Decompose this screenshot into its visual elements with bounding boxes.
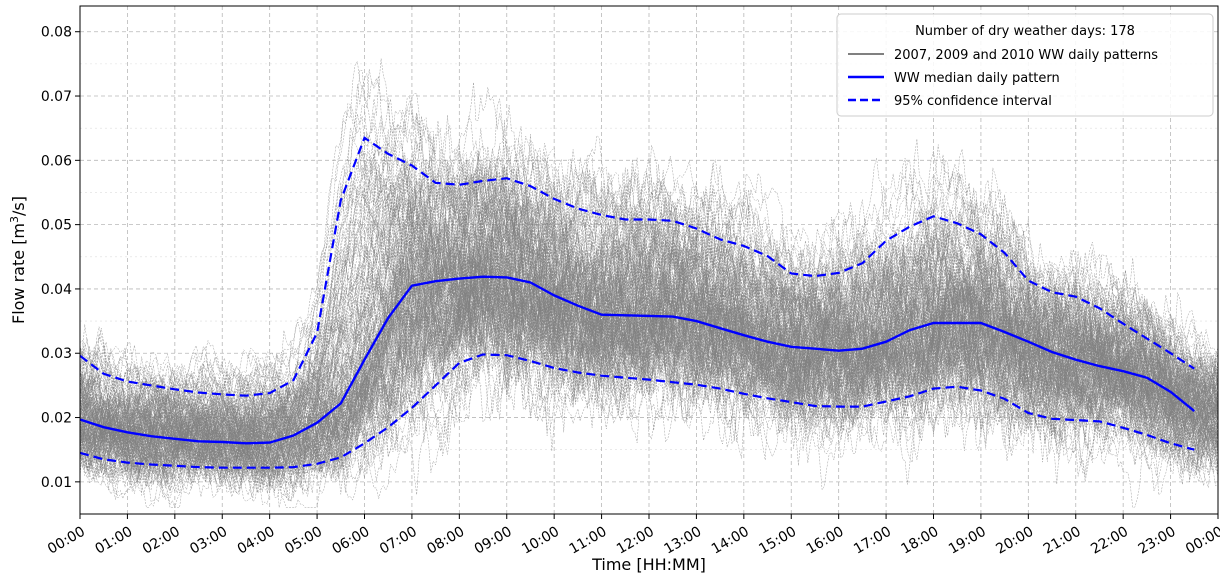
- legend-label-daily-patterns: 2007, 2009 and 2010 WW daily patterns: [894, 48, 1158, 63]
- daily-pattern-line: [79, 279, 1219, 482]
- daily-pattern-line: [79, 229, 1219, 472]
- daily-pattern-line: [79, 83, 1219, 408]
- daily-pattern-line: [79, 320, 1219, 508]
- daily-pattern-line: [79, 275, 1219, 497]
- x-tick-label: 08:00: [424, 524, 467, 558]
- legend-label-median: WW median daily pattern: [894, 71, 1060, 86]
- x-tick-label: 15:00: [756, 524, 799, 558]
- legend-box: [836, 13, 1214, 117]
- y-tick-label: 0.02: [41, 411, 72, 427]
- daily-pattern-line: [79, 228, 1219, 481]
- y-axis-label: Flow rate [m3/s]: [8, 196, 28, 324]
- daily-pattern-line: [79, 288, 1219, 503]
- daily-pattern-line: [79, 172, 1219, 444]
- x-tick-label: 11:00: [567, 524, 610, 558]
- daily-pattern-line: [79, 257, 1219, 494]
- y-axis-label-tail: /s]: [9, 196, 28, 216]
- daily-pattern-line: [79, 188, 1219, 437]
- daily-pattern-line: [79, 146, 1219, 431]
- daily-pattern-line: [79, 252, 1219, 483]
- daily-pattern-line: [79, 258, 1219, 493]
- daily-pattern-line: [79, 95, 1219, 405]
- daily-pattern-line: [79, 266, 1219, 479]
- series-lines: [79, 136, 1196, 469]
- daily-pattern-line: [80, 245, 1219, 491]
- daily-pattern-line: [79, 282, 1219, 496]
- median-line: [79, 275, 1196, 445]
- daily-pattern-line: [79, 197, 1219, 444]
- daily-pattern-line: [79, 128, 1219, 430]
- y-tick-label: 0.03: [41, 346, 72, 362]
- daily-pattern-line: [79, 228, 1219, 479]
- daily-patterns-lines: [79, 58, 1219, 508]
- x-tick-label: 07:00: [377, 524, 420, 558]
- daily-pattern-line: [79, 205, 1219, 450]
- y-axis-label-superscript: 3: [8, 216, 21, 223]
- x-tick-label: 01:00: [92, 524, 135, 558]
- x-tick-label: 14:00: [709, 524, 752, 558]
- x-tick-label: 00:00: [1183, 524, 1220, 558]
- x-tick-label: 16:00: [804, 524, 847, 558]
- daily-pattern-line: [79, 154, 1219, 453]
- daily-pattern-line: [79, 215, 1219, 467]
- daily-pattern-line: [79, 242, 1219, 477]
- daily-pattern-line: [79, 221, 1219, 461]
- daily-pattern-line: [79, 208, 1219, 459]
- x-tick-label: 21:00: [1041, 524, 1084, 558]
- daily-pattern-line: [79, 244, 1219, 470]
- daily-pattern-line: [79, 153, 1219, 434]
- x-tick-label: 17:00: [851, 524, 894, 558]
- x-tick-label: 23:00: [1136, 524, 1179, 558]
- y-tick-label: 0.08: [41, 25, 72, 41]
- x-tick-label: 10:00: [519, 524, 562, 558]
- x-tick-label: 13:00: [661, 524, 704, 558]
- daily-pattern-line: [79, 309, 1219, 506]
- x-tick-label: 22:00: [1088, 524, 1131, 558]
- y-tick-label: 0.06: [41, 153, 72, 169]
- daily-pattern-line: [79, 269, 1219, 477]
- daily-pattern-line: [79, 121, 1219, 425]
- confidence-upper-line: [79, 136, 1195, 397]
- daily-pattern-line: [79, 200, 1219, 451]
- daily-pattern-line: [79, 226, 1219, 488]
- x-tick-label: 06:00: [330, 524, 373, 558]
- daily-pattern-line: [79, 120, 1219, 423]
- y-axis-label-main: Flow rate [m: [9, 223, 28, 324]
- legend-label-confidence: 95% confidence interval: [894, 94, 1052, 109]
- y-tick-label: 0.05: [41, 218, 72, 234]
- legend-title: Number of dry weather days: 178: [915, 24, 1135, 39]
- y-tick-label: 0.07: [41, 89, 72, 105]
- x-tick-label: 18:00: [899, 524, 942, 558]
- daily-pattern-line: [79, 120, 1219, 409]
- daily-pattern-line: [79, 269, 1219, 485]
- x-tick-label: 12:00: [614, 524, 657, 558]
- y-tick-label: 0.01: [41, 475, 72, 491]
- daily-pattern-line: [79, 283, 1219, 480]
- daily-pattern-line: [79, 171, 1219, 473]
- daily-pattern-line: [79, 215, 1219, 473]
- x-tick-label: 05:00: [282, 524, 325, 558]
- x-tick-label: 04:00: [235, 524, 278, 558]
- x-axis-label: Time [HH:MM]: [591, 555, 706, 574]
- daily-pattern-line: [79, 229, 1219, 484]
- confidence-lower-line: [79, 353, 1195, 469]
- daily-pattern-line: [79, 140, 1219, 440]
- daily-pattern-line: [79, 60, 1219, 412]
- daily-pattern-line: [79, 331, 1219, 508]
- x-tick-label: 20:00: [993, 524, 1036, 558]
- daily-pattern-line: [79, 222, 1219, 478]
- x-tick-label: 02:00: [140, 524, 183, 558]
- daily-pattern-line: [79, 167, 1219, 440]
- daily-pattern-line: [79, 207, 1219, 455]
- x-tick-label: 03:00: [187, 524, 230, 558]
- x-tick-label: 19:00: [946, 524, 989, 558]
- x-tick-label: 00:00: [45, 524, 88, 558]
- y-tick-label: 0.04: [41, 282, 72, 298]
- daily-pattern-line: [79, 260, 1219, 477]
- x-tick-label: 09:00: [472, 524, 515, 558]
- daily-pattern-line: [79, 287, 1219, 502]
- legend: Number of dry weather days: 178 2007, 20…: [836, 13, 1214, 117]
